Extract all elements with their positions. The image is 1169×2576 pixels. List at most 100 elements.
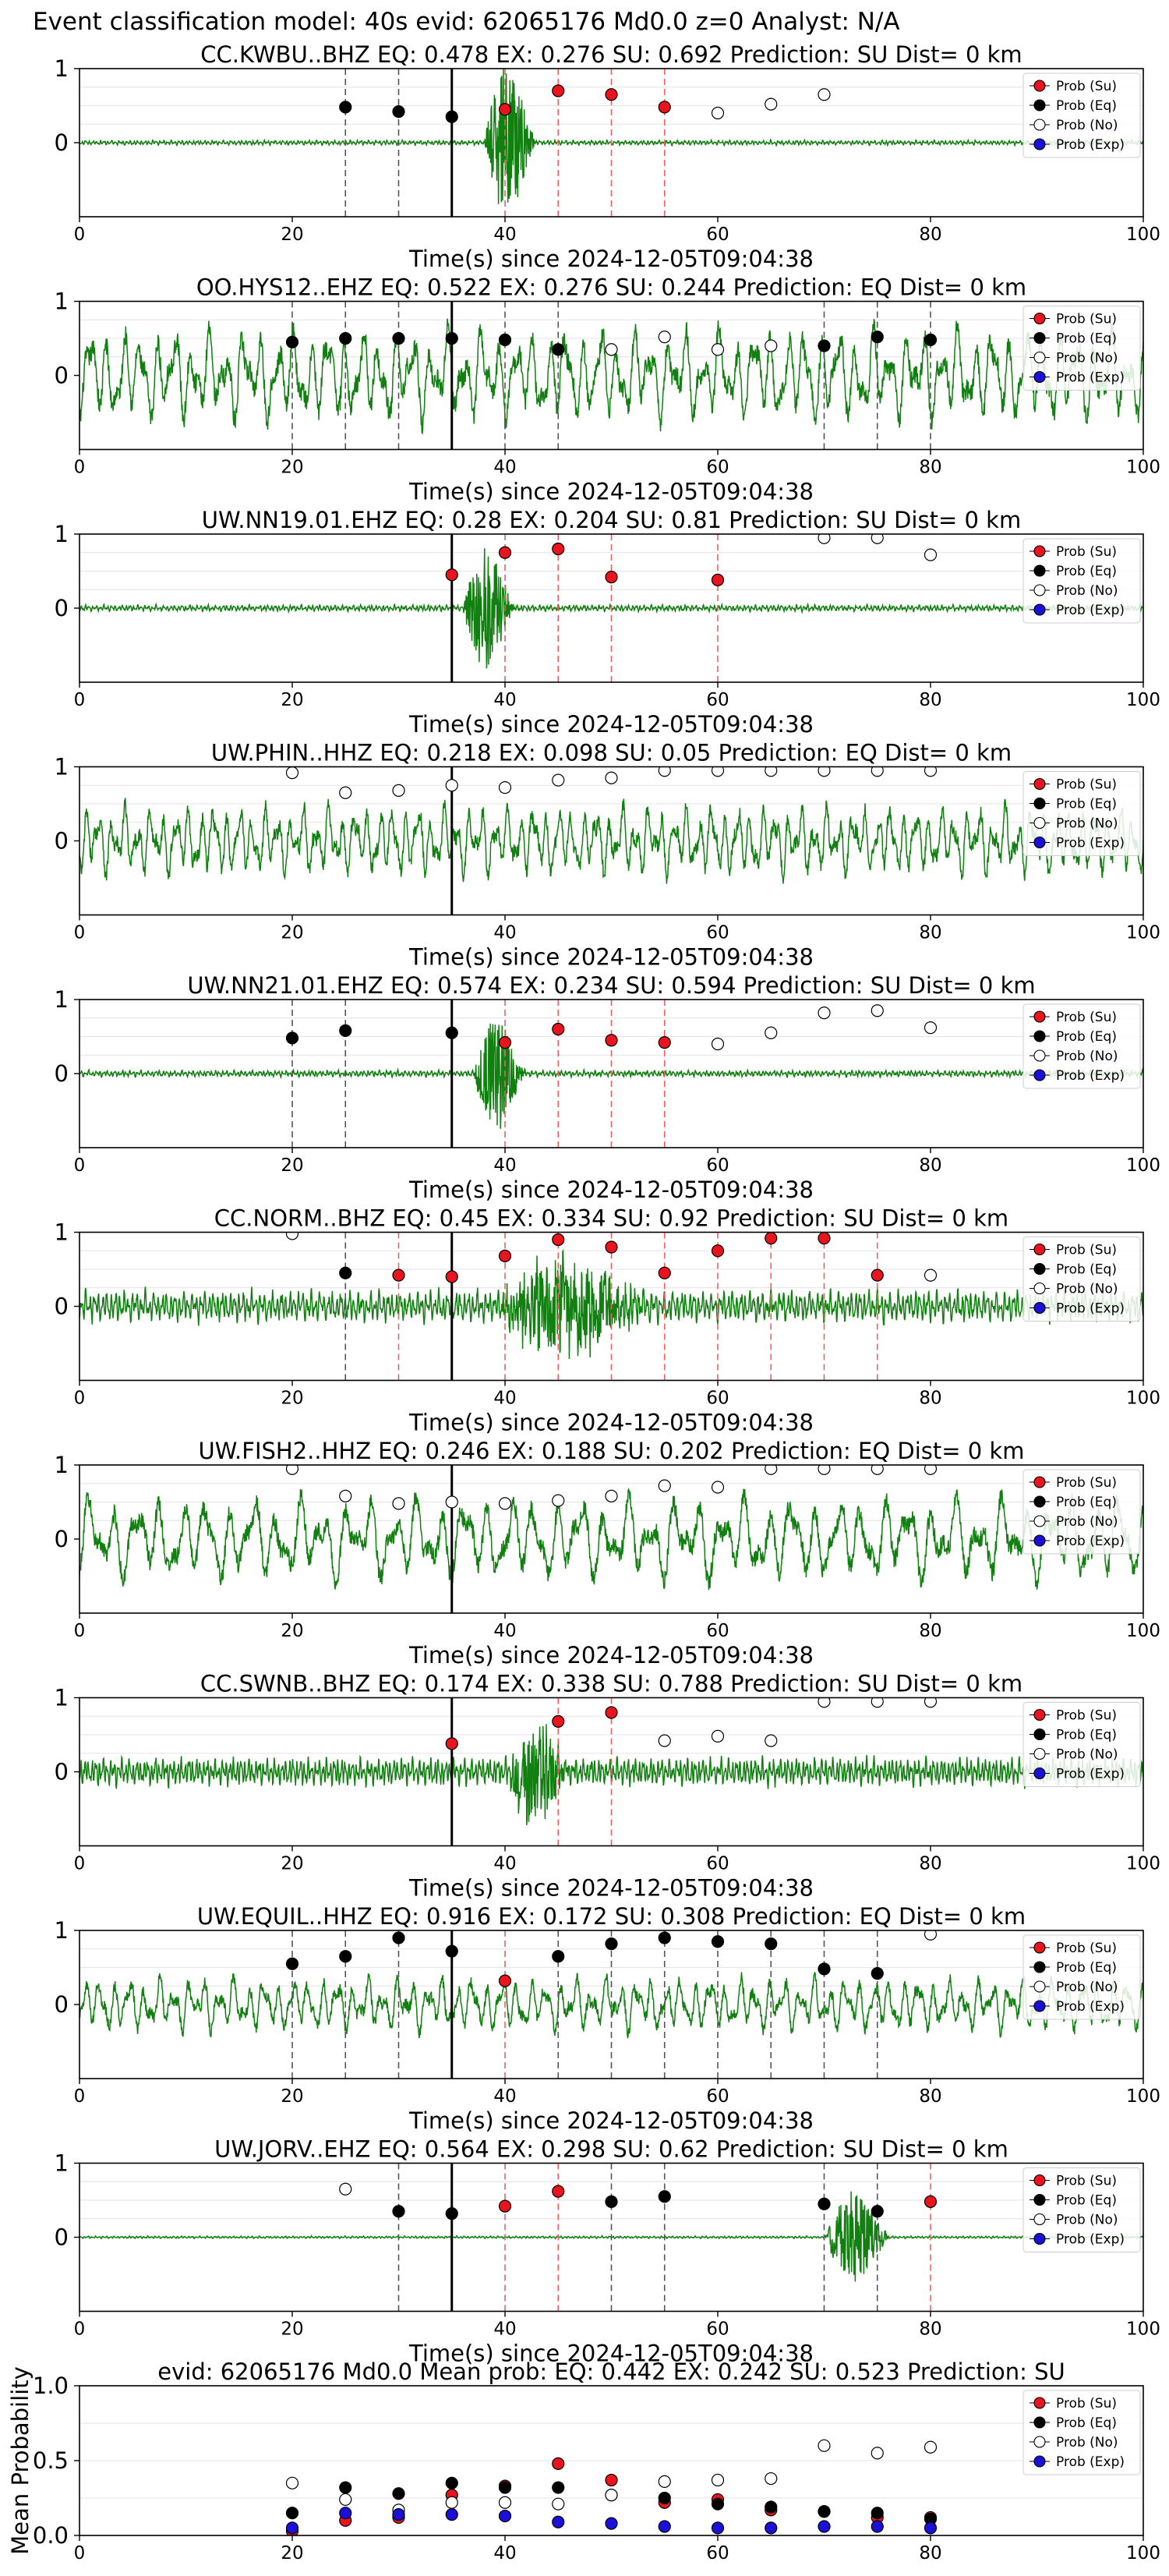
mean-point-eq [339, 2481, 352, 2494]
prob-point-eq [818, 2197, 831, 2210]
prob-point-no [924, 766, 938, 777]
prob-point-no [924, 1465, 938, 1475]
x-tick-label: 100 [1126, 690, 1160, 710]
legend: Prob (Su) Prob (Eq) Prob (No) Prob (Exp) [1022, 306, 1141, 391]
x-tick-label: 80 [919, 1155, 941, 1176]
x-tick-label: 20 [281, 923, 303, 943]
prob-point-su [552, 1233, 565, 1247]
legend-label: Prob (No) [1056, 1049, 1118, 1064]
x-tick-label: 0 [74, 923, 86, 943]
legend-label: Prob (Exp) [1056, 370, 1125, 386]
legend-label: Prob (Eq) [1056, 1495, 1117, 1510]
prob-point-no [339, 2182, 352, 2196]
legend-label: Prob (Su) [1056, 1010, 1117, 1025]
panel-title: UW.FISH2..HHZ EQ: 0.246 EX: 0.188 SU: 0.… [198, 1438, 1024, 1464]
x-tick-label: 100 [1126, 1854, 1160, 1874]
mean-probability-panel: evid: 62065176 Md0.0 Mean prob: EQ: 0.44… [7, 2358, 1160, 2564]
station-panel-2: OO.HYS12..EHZ EQ: 0.522 EX: 0.276 SU: 0.… [55, 274, 1160, 505]
legend-marker [1033, 1282, 1046, 1295]
y-axis-label: Mean Probability [7, 2366, 34, 2555]
x-tick-label: 20 [281, 458, 303, 478]
x-axis-label: Time(s) since 2024-12-05T09:04:38 [408, 1177, 814, 1203]
prob-point-su [445, 568, 458, 582]
legend-label: Prob (Eq) [1056, 98, 1117, 114]
mean-point-exp [658, 2520, 671, 2533]
mean-point-no [658, 2475, 671, 2488]
panel-title: UW.NN19.01.EHZ EQ: 0.28 EX: 0.204 SU: 0.… [202, 507, 1021, 533]
prob-point-eq [285, 1031, 299, 1045]
x-tick-label: 100 [1126, 2086, 1160, 2107]
panel-title: CC.NORM..BHZ EQ: 0.45 EX: 0.334 SU: 0.92… [214, 1205, 1008, 1232]
prob-point-eq [445, 1026, 458, 1039]
legend-marker [1033, 836, 1046, 849]
legend-marker [1033, 1767, 1046, 1780]
prob-point-no [605, 343, 618, 356]
panel-title: evid: 62065176 Md0.0 Mean prob: EQ: 0.44… [157, 2358, 1065, 2385]
mean-point-no [445, 2496, 458, 2509]
prob-point-no [605, 1489, 618, 1503]
prob-point-su [445, 1737, 458, 1750]
prob-point-no [711, 1729, 725, 1743]
prob-point-su [765, 1232, 778, 1245]
prob-point-no [658, 1479, 671, 1492]
legend-marker [1033, 2193, 1046, 2206]
x-tick-label: 80 [919, 225, 941, 245]
axes-frame [79, 1464, 1144, 1614]
x-tick-label: 80 [919, 458, 941, 478]
prob-point-no [605, 771, 618, 784]
prob-point-eq [711, 1935, 725, 1948]
legend-label: Prob (Su) [1056, 312, 1117, 327]
prob-point-eq [658, 2190, 671, 2203]
prob-point-no [765, 339, 778, 352]
legend-marker [1033, 119, 1046, 131]
prob-point-no [871, 534, 884, 544]
y-tick-label: 0 [55, 1060, 69, 1087]
prob-point-su [818, 1232, 831, 1245]
legend-label: Prob (Su) [1056, 79, 1117, 94]
y-tick-label: 0 [55, 828, 69, 855]
legend-marker [1033, 2000, 1046, 2012]
legend-box [1022, 2390, 1141, 2475]
x-tick-label: 20 [281, 2543, 303, 2564]
legend-marker [1033, 370, 1046, 384]
prob-point-no [658, 766, 671, 777]
y-tick-label: 0 [55, 129, 69, 156]
prob-point-su [498, 546, 512, 559]
panel-title: OO.HYS12..EHZ EQ: 0.522 EX: 0.276 SU: 0.… [196, 274, 1026, 301]
prob-point-su [498, 103, 512, 116]
panel-title: UW.NN21.01.EHZ EQ: 0.574 EX: 0.234 SU: 0… [187, 972, 1035, 999]
panel-title: CC.KWBU..BHZ EQ: 0.478 EX: 0.276 SU: 0.6… [200, 41, 1022, 68]
prob-point-no [552, 1494, 565, 1507]
x-tick-label: 80 [919, 1389, 941, 1409]
prob-point-no [924, 1697, 938, 1708]
prob-point-no [711, 1037, 725, 1051]
legend-label: Prob (Eq) [1056, 1960, 1117, 1976]
prob-point-no [392, 1497, 405, 1510]
x-tick-label: 60 [706, 690, 729, 710]
prob-point-no [765, 1734, 778, 1747]
mean-point-no [285, 2476, 299, 2489]
legend-marker [1033, 1495, 1046, 1508]
prob-point-no [871, 1697, 884, 1708]
prob-point-no [924, 1021, 938, 1035]
prob-point-su [552, 2185, 565, 2198]
x-tick-label: 80 [919, 690, 941, 710]
legend-box [1022, 306, 1141, 391]
x-tick-label: 0 [74, 1854, 86, 1874]
legend-label: Prob (Exp) [1056, 603, 1125, 618]
x-tick-label: 40 [493, 690, 516, 710]
prob-point-no [711, 343, 725, 356]
prob-point-no [339, 786, 352, 799]
y-tick-label: 1 [55, 55, 69, 82]
prob-point-eq [658, 1931, 671, 1944]
legend-box [1022, 1934, 1141, 2020]
x-tick-label: 100 [1126, 1389, 1160, 1409]
legend-marker [1033, 584, 1046, 596]
legend: Prob (Su) Prob (Eq) Prob (No) Prob (Exp) [1022, 1702, 1141, 1787]
panel-title: CC.SWNB..BHZ EQ: 0.174 EX: 0.338 SU: 0.7… [200, 1671, 1022, 1697]
legend-label: Prob (Eq) [1056, 564, 1117, 579]
x-tick-label: 20 [281, 1854, 303, 1874]
legend-marker [1033, 2455, 1046, 2468]
legend-label: Prob (Exp) [1056, 1068, 1125, 1084]
